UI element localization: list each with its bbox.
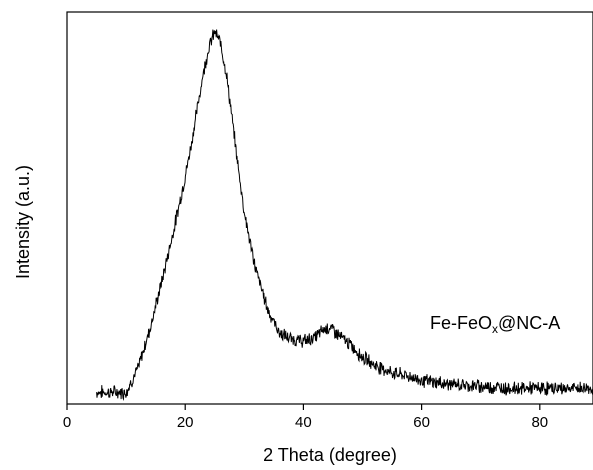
y-axis-title: Intensity (a.u.) [13, 165, 33, 279]
x-axis-title: 2 Theta (degree) [263, 445, 397, 465]
legend-label-tail: @NC-A [498, 313, 560, 333]
series-line-fe-feox-nc-a [96, 29, 593, 402]
legend-label-main: Fe-FeO [430, 313, 492, 333]
x-tick-label-3: 60 [413, 414, 430, 431]
x-tick-label-0: 0 [63, 414, 71, 431]
legend-label: Fe-FeOx@NC-A [430, 313, 560, 336]
x-tick-label-1: 20 [177, 414, 194, 431]
plot-frame [66, 11, 593, 405]
x-axis-ticks: 0 20 40 60 80 [63, 404, 548, 431]
legend-label-subscript: x [492, 322, 498, 336]
x-tick-label-2: 40 [295, 414, 312, 431]
x-tick-label-4: 80 [531, 414, 548, 431]
